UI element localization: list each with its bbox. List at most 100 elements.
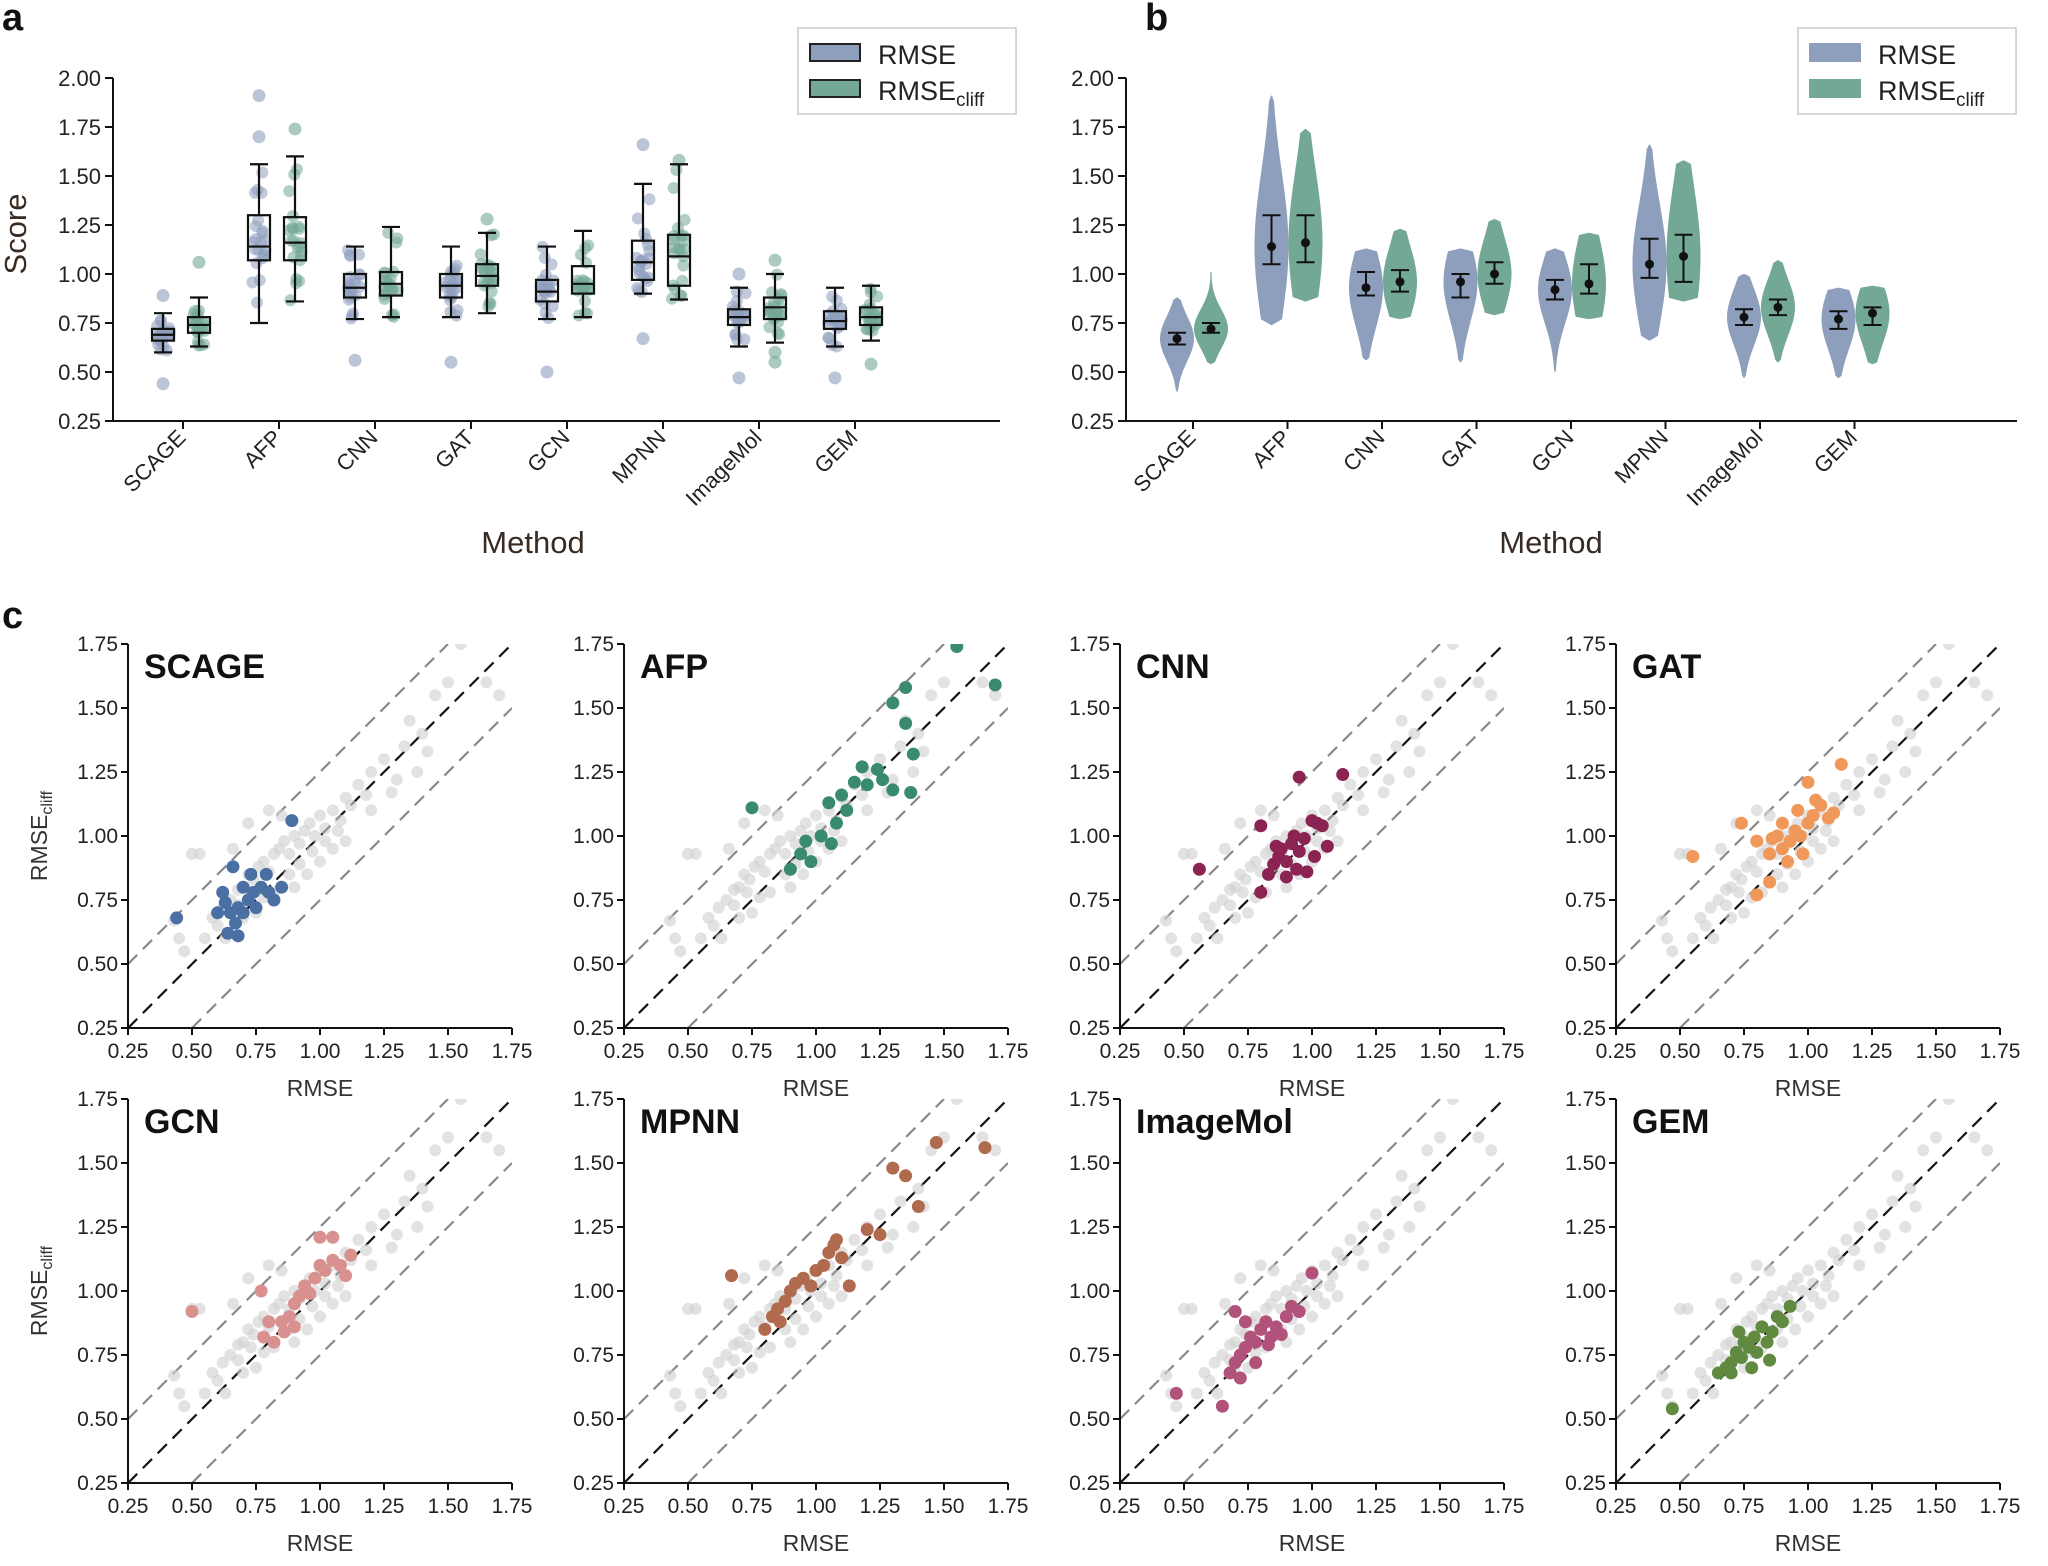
- scatter-xtick-label: 0.50: [1164, 1040, 1205, 1063]
- background-point: [1413, 1200, 1426, 1213]
- method-point: [1300, 865, 1314, 879]
- background-point: [1840, 1233, 1853, 1246]
- method-point: [1783, 1299, 1797, 1313]
- background-point: [244, 1341, 257, 1354]
- background-point: [779, 847, 792, 860]
- background-point: [950, 1099, 963, 1105]
- background-point: [1814, 1297, 1827, 1310]
- box-xtick-label: GAT: [430, 425, 479, 474]
- violin-xtick-label: MPNN: [1610, 425, 1673, 488]
- scatter-xtick-label: 0.50: [1164, 1495, 1205, 1518]
- violin-ytick-label: 1.25: [1071, 213, 1114, 238]
- background-point: [1408, 727, 1421, 740]
- scatter-xtick-label: 1.25: [364, 1040, 405, 1063]
- box-jitter-point: [676, 274, 689, 287]
- box-jitter-point: [250, 257, 263, 270]
- method-point: [1292, 770, 1306, 784]
- background-point: [480, 676, 493, 689]
- background-point: [763, 886, 776, 899]
- background-point: [1239, 873, 1252, 886]
- background-point: [774, 835, 787, 848]
- scatter-ytick-label: 1.50: [573, 1152, 614, 1175]
- scatter-title: GEM: [1632, 1103, 1709, 1141]
- background-point: [907, 766, 920, 778]
- background-point: [1185, 847, 1198, 860]
- scatter-title: SCAGE: [144, 648, 265, 686]
- scatter-xtick-label: 1.75: [492, 1495, 533, 1518]
- method-point: [1249, 1356, 1263, 1370]
- scatter-xtick-label: 1.75: [1484, 1495, 1525, 1518]
- method-point: [1215, 1399, 1229, 1413]
- scatter-ytick-label: 1.50: [573, 697, 614, 720]
- background-point: [664, 1369, 677, 1382]
- box-jitter-point: [641, 275, 654, 288]
- method-point: [1745, 1361, 1759, 1375]
- background-point: [178, 1400, 191, 1413]
- violin-ytick-label: 0.25: [1071, 409, 1114, 434]
- box-jitter-point: [643, 193, 656, 206]
- scatter-title: ImageMol: [1136, 1103, 1293, 1141]
- violin-mean-point: [1679, 251, 1688, 261]
- scatter-ytick-label: 0.75: [573, 889, 614, 912]
- scatter-xtick-label: 0.75: [732, 1495, 773, 1518]
- background-point: [1403, 1221, 1416, 1233]
- background-point: [989, 1144, 1002, 1157]
- box-outlier-point: [768, 253, 782, 267]
- method-point: [860, 778, 874, 792]
- method-point: [216, 885, 230, 899]
- background-point: [416, 727, 429, 740]
- scatter-subplot-scage: 0.250.25 0.50 0.50 0.75 0.75 1.00 1.00 1.25 1.25…: [26, 633, 532, 1101]
- box-iqr: [342, 272, 368, 299]
- method-point: [799, 834, 813, 848]
- background-point: [702, 911, 715, 924]
- background-point: [758, 804, 771, 817]
- legend-label-rmse-b: RMSE: [1878, 40, 1956, 70]
- method-point: [1827, 806, 1841, 820]
- background-point: [247, 1328, 260, 1341]
- background-point: [314, 1310, 326, 1323]
- background-point: [429, 1144, 442, 1157]
- background-point: [894, 740, 907, 753]
- scatter-ytick-label: 1.50: [77, 1152, 118, 1175]
- box-jitter-point: [256, 224, 269, 237]
- scatter-ytick-label: 1.00: [1069, 1280, 1110, 1303]
- scatter-xlabel: RMSE: [1279, 1075, 1345, 1101]
- background-point: [1827, 835, 1840, 848]
- background-point: [1686, 932, 1699, 945]
- violin-shape: [1443, 248, 1478, 363]
- scatter-xtick-label: 1.50: [428, 1040, 469, 1063]
- method-point: [1254, 819, 1268, 833]
- background-point: [1725, 911, 1738, 924]
- background-point: [237, 1366, 250, 1379]
- background-point: [1942, 1099, 1955, 1105]
- scatter-ytick-label: 0.75: [1069, 1344, 1110, 1367]
- lower-bound-line: [1183, 707, 1504, 1028]
- box-jitter-point: [390, 236, 403, 249]
- legend-swatch-rmse: [809, 43, 861, 62]
- scatter-xtick-label: 0.50: [172, 1495, 213, 1518]
- background-point: [1472, 1131, 1485, 1144]
- background-point: [331, 1279, 344, 1292]
- method-point: [1274, 1328, 1288, 1342]
- legend-label-rmse-cliff-b: RMSEcliff: [1878, 76, 1985, 111]
- background-point: [907, 1221, 920, 1233]
- background-point: [1789, 868, 1802, 881]
- method-point: [1287, 829, 1301, 843]
- method-point: [873, 1228, 887, 1242]
- method-point: [1734, 816, 1748, 830]
- background-point: [886, 773, 899, 786]
- violin-mean-point: [1739, 312, 1749, 322]
- legend-b: RMSE RMSEcliff: [1797, 27, 2017, 115]
- violin-mean-point: [1361, 283, 1371, 293]
- scatter-xtick-label: 1.50: [1916, 1495, 1957, 1518]
- background-point: [689, 847, 702, 860]
- scatter-xtick-label: 0.25: [108, 1495, 149, 1518]
- violin-xtick-label: AFP: [1247, 425, 1295, 473]
- background-point: [1807, 1290, 1820, 1303]
- background-point: [1819, 1279, 1832, 1292]
- scatter-ylabel-main: RMSE: [26, 1270, 52, 1336]
- scatter-title: MPNN: [640, 1103, 740, 1141]
- method-point: [1259, 1315, 1273, 1329]
- scatter-title: AFP: [640, 648, 708, 686]
- box-xtick-label: CNN: [331, 425, 382, 476]
